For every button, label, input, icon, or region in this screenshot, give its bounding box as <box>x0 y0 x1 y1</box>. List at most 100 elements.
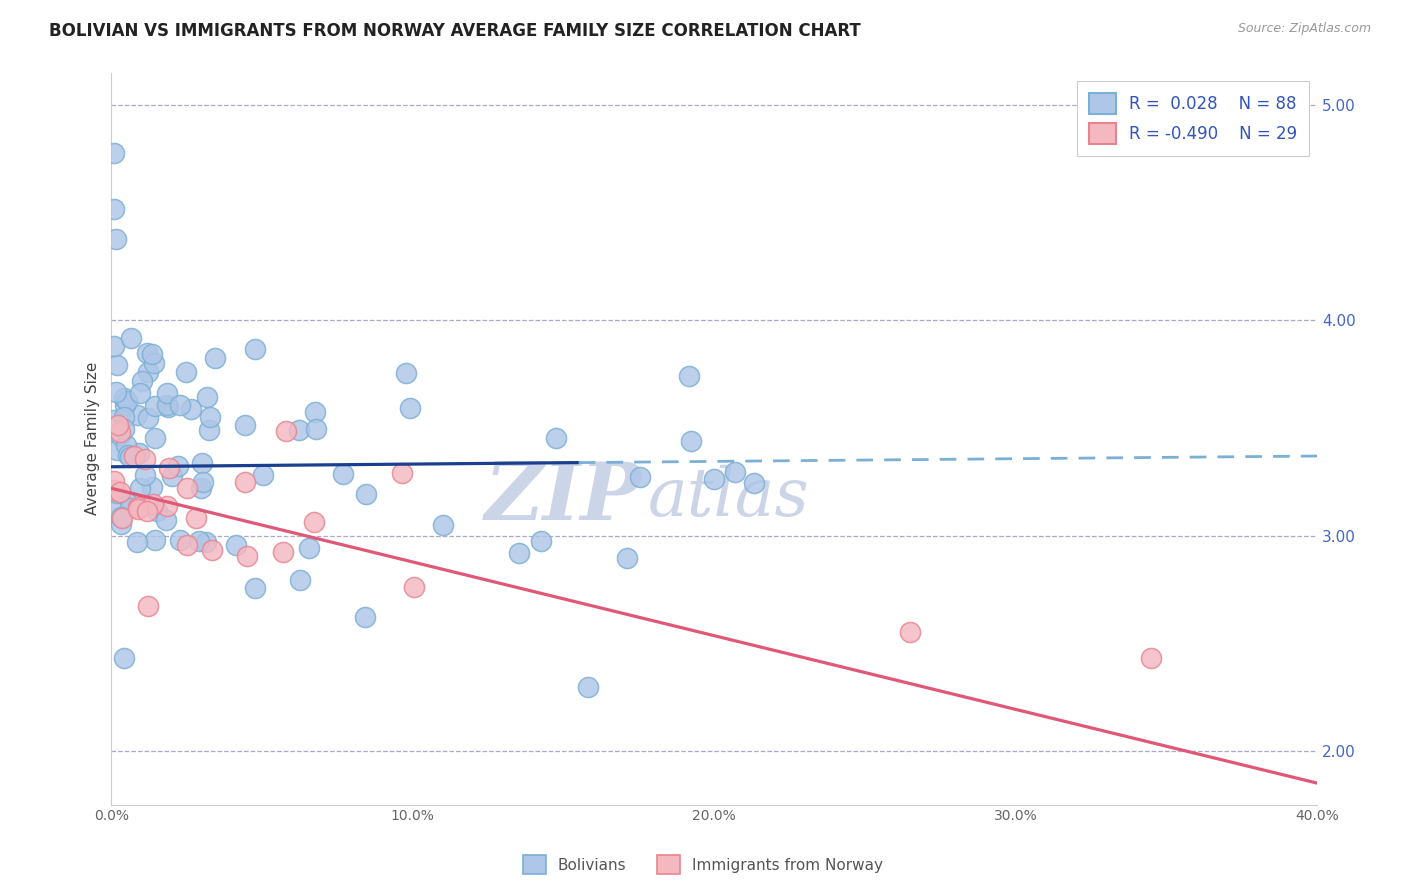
Point <box>112 392 135 406</box>
Point <box>332 467 354 481</box>
Point <box>353 610 375 624</box>
Point <box>128 446 150 460</box>
Point <box>166 458 188 473</box>
Point <box>180 402 202 417</box>
Point <box>124 449 146 463</box>
Point <box>243 581 266 595</box>
Point <box>141 497 163 511</box>
Point <box>508 547 530 561</box>
Point <box>129 499 152 513</box>
Point <box>112 651 135 665</box>
Point <box>110 425 132 439</box>
Text: BOLIVIAN VS IMMIGRANTS FROM NORWAY AVERAGE FAMILY SIZE CORRELATION CHART: BOLIVIAN VS IMMIGRANTS FROM NORWAY AVERA… <box>49 22 860 40</box>
Point <box>143 533 166 547</box>
Text: atlas: atlas <box>648 465 810 530</box>
Point <box>225 538 247 552</box>
Point <box>174 366 197 380</box>
Point <box>117 448 139 462</box>
Point <box>186 510 208 524</box>
Point <box>103 145 125 160</box>
Point <box>120 331 142 345</box>
Legend: Bolivians, Immigrants from Norway: Bolivians, Immigrants from Norway <box>516 849 890 880</box>
Point <box>252 467 274 482</box>
Point <box>108 484 131 499</box>
Point <box>105 358 128 372</box>
Point <box>141 480 163 494</box>
Point <box>204 351 226 365</box>
Point <box>276 424 298 438</box>
Point <box>198 423 221 437</box>
Point <box>628 469 651 483</box>
Text: ZIP: ZIP <box>485 458 643 536</box>
Point <box>1140 651 1163 665</box>
Point <box>143 431 166 445</box>
Point <box>742 475 765 490</box>
Point <box>138 411 160 425</box>
Point <box>304 405 326 419</box>
Point <box>169 533 191 548</box>
Point <box>104 385 127 400</box>
Point <box>120 495 142 509</box>
Point <box>169 398 191 412</box>
Point <box>193 475 215 490</box>
Point <box>136 599 159 613</box>
Point <box>395 366 418 380</box>
Point <box>112 409 135 424</box>
Point <box>198 409 221 424</box>
Point <box>110 517 132 532</box>
Point <box>142 356 165 370</box>
Point <box>127 501 149 516</box>
Y-axis label: Average Family Size: Average Family Size <box>86 362 100 516</box>
Point <box>391 466 413 480</box>
Point <box>703 472 725 486</box>
Point <box>190 482 212 496</box>
Point <box>724 465 747 479</box>
Point <box>136 504 159 518</box>
Point <box>129 385 152 400</box>
Point <box>111 511 134 525</box>
Point <box>176 481 198 495</box>
Point <box>107 417 129 432</box>
Point <box>402 581 425 595</box>
Point <box>127 500 149 515</box>
Point <box>103 202 125 216</box>
Point <box>155 513 177 527</box>
Point <box>115 438 138 452</box>
Point <box>195 534 218 549</box>
Point <box>298 541 321 555</box>
Point <box>616 550 638 565</box>
Point <box>120 450 142 464</box>
Point <box>243 342 266 356</box>
Point <box>110 510 132 524</box>
Point <box>305 422 328 436</box>
Point <box>287 423 309 437</box>
Point <box>191 457 214 471</box>
Point <box>530 533 553 548</box>
Point <box>354 486 377 500</box>
Point <box>120 501 142 516</box>
Point <box>201 542 224 557</box>
Point <box>432 517 454 532</box>
Point <box>145 504 167 518</box>
Point <box>104 232 127 246</box>
Point <box>103 474 125 488</box>
Point <box>233 475 256 489</box>
Point <box>103 413 125 427</box>
Point <box>236 549 259 563</box>
Point <box>576 680 599 694</box>
Point <box>112 422 135 436</box>
Point <box>160 469 183 483</box>
Point <box>105 442 128 457</box>
Point <box>195 390 218 404</box>
Point <box>127 408 149 422</box>
Point <box>129 481 152 495</box>
Point <box>134 451 156 466</box>
Point <box>235 417 257 432</box>
Text: Source: ZipAtlas.com: Source: ZipAtlas.com <box>1237 22 1371 36</box>
Legend: R =  0.028    N = 88, R = -0.490    N = 29: R = 0.028 N = 88, R = -0.490 N = 29 <box>1077 81 1309 156</box>
Point <box>134 467 156 482</box>
Point <box>156 386 179 401</box>
Point <box>115 394 138 409</box>
Point <box>141 346 163 360</box>
Point <box>156 499 179 513</box>
